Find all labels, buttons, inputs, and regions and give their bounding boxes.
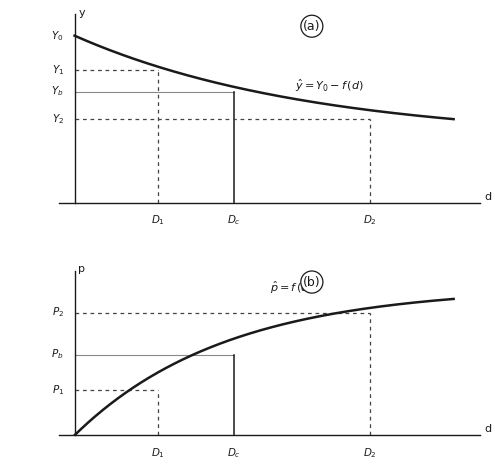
Text: $D_2$: $D_2$ [363, 213, 377, 227]
Text: (a): (a) [303, 20, 321, 33]
Text: $Y_1$: $Y_1$ [51, 63, 64, 77]
Text: $\hat{y} = Y_0 - f\,(d)$: $\hat{y} = Y_0 - f\,(d)$ [295, 77, 364, 94]
Text: $\hat{p} = f\,(d)$: $\hat{p} = f\,(d)$ [270, 279, 313, 296]
Text: $P_2$: $P_2$ [52, 306, 64, 320]
Text: $D_1$: $D_1$ [151, 446, 165, 460]
Text: d: d [484, 191, 491, 202]
Text: $D_1$: $D_1$ [151, 213, 165, 227]
Text: p: p [78, 264, 85, 274]
Text: y: y [78, 7, 85, 18]
Text: $Y_b$: $Y_b$ [51, 85, 64, 98]
Text: $Y_0$: $Y_0$ [51, 29, 64, 43]
Text: $D_c$: $D_c$ [227, 446, 241, 460]
Text: d: d [484, 424, 491, 434]
Text: $Y_2$: $Y_2$ [52, 112, 64, 125]
Text: $D_2$: $D_2$ [363, 446, 377, 460]
Text: $D_c$: $D_c$ [227, 213, 241, 227]
Text: (b): (b) [303, 276, 321, 289]
Text: $P_b$: $P_b$ [51, 348, 64, 361]
Text: $P_1$: $P_1$ [51, 383, 64, 397]
